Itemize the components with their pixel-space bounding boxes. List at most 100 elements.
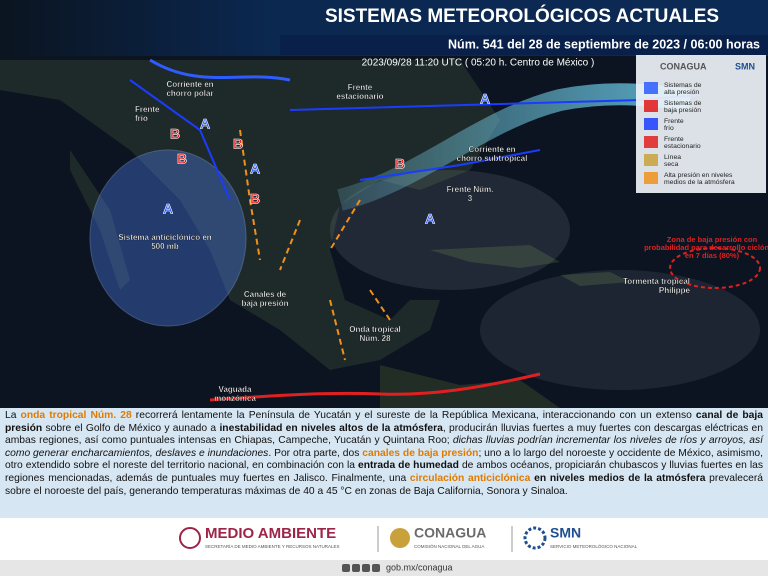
legend-logo: CONAGUA (660, 61, 707, 71)
footer-logo: SMN (550, 525, 581, 541)
map-label-line: chorro polar (166, 89, 213, 98)
text-segment: prevalecerá sobre el noroeste del país, … (5, 472, 763, 497)
text-segment: de ambos océanos, propiciarán chubascos … (5, 460, 764, 484)
clouds (480, 270, 760, 390)
legend-item-line: Frente (664, 136, 684, 143)
legend-item-line: Sistemas de (664, 82, 702, 89)
map-label: Corriente en chorro polar (166, 80, 213, 98)
map-label-line: 500 mb (151, 242, 179, 251)
map-label-line: Vaguada (219, 385, 252, 394)
alert-label: Zona de baja presión con probabilidad par… (644, 235, 768, 260)
text-segment: onda tropical Núm. 28 (20, 410, 132, 421)
legend-item-line: baja presión (664, 107, 701, 114)
text-background (0, 408, 768, 518)
land (0, 60, 500, 370)
text-segment: circulación anticiclónica (409, 472, 531, 484)
legend-item: Frente estacionario (664, 136, 701, 150)
trough (239, 129, 391, 361)
map-label-line: Canales de (244, 290, 287, 299)
map-label: Frente Núm. 3 (447, 185, 494, 203)
map-label: Canales de baja presión (241, 290, 288, 308)
pressure-center: B (233, 136, 243, 152)
legend-item-line: medios de la atmósfera (664, 179, 735, 186)
map-label-line: chorro subtropical (457, 154, 528, 163)
anticyclone (89, 149, 247, 327)
legend-symbol (644, 172, 658, 184)
pressure-center: B (170, 126, 180, 142)
text-segment: en niveles medios de la atmósfera (530, 472, 706, 484)
footer-logo: MEDIO AMBIENTE (205, 525, 336, 542)
pressure-center: B (250, 191, 260, 207)
pressure-center: A (425, 211, 435, 227)
map-label-line: Onda tropical (349, 325, 401, 334)
pressure-center: B (395, 156, 405, 172)
footer-logo: CONAGUA (414, 525, 486, 541)
map-label: Frente estacionario (336, 83, 383, 101)
footer: gob.mx/conagua MEDIO AMBIENTESECRETARÍA … (0, 518, 768, 576)
pressure-center: A (200, 116, 210, 132)
map-label-line: Frente (348, 83, 373, 92)
map-label-line: Frente Núm. (447, 185, 494, 194)
social-icons (342, 564, 380, 572)
map-label-line: Philippe (659, 286, 691, 295)
forecast-text: La onda tropical Núm. 28 recorrerá lenta… (5, 410, 763, 516)
pressure-center: A (480, 91, 490, 107)
pressure-center: A (250, 161, 260, 177)
timestamp: 2023/09/28 11:20 UTC ( 05:20 h. Centro d… (362, 58, 595, 69)
text-segment: canal de baja presión (5, 410, 763, 434)
footer-caption: SECRETARÍA DE MEDIO AMBIENTE Y RECURSOS … (205, 543, 339, 549)
subtitle-band (280, 35, 768, 55)
monsoon-trough (209, 372, 541, 402)
legend-item-line: Frente (664, 118, 684, 125)
alert-line: en 7 días (80%) (685, 251, 740, 260)
map-label-line: Corriente en (166, 80, 213, 89)
map-label: Corriente en chorro subtropical (457, 145, 528, 163)
smn-icon (523, 526, 547, 550)
legend-item: Sistemas de baja presión (664, 100, 702, 114)
text-segment: ; uno a lo largo del noroeste y occident… (5, 447, 763, 472)
subtitle: Núm. 541 del 28 de septiembre de 2023 / … (448, 37, 760, 51)
legend-symbol (644, 136, 658, 148)
land (70, 150, 130, 290)
map-label-line: Tormenta tropical (623, 277, 690, 286)
map-label-line: estacionario (336, 92, 383, 101)
text-segment: sobre el Golfo de México y aunado a (42, 422, 220, 434)
map-label-line: 3 (468, 194, 473, 203)
text-segment: dichas lluvias podrían incrementar los n… (5, 435, 764, 459)
footer-caption: SERVICIO METEOROLÓGICO NACIONAL (550, 543, 638, 549)
legend-item-line: alta presión (664, 89, 699, 96)
legend-item-line: frío (664, 125, 674, 132)
text-segment: recorrerá lentamente la Península de Yuc… (131, 410, 696, 421)
legend-item: Línea seca (664, 154, 681, 168)
legend-item-line: Sistemas de (664, 100, 702, 107)
alert-line: probabilidad para desarrollo ciclónico (644, 243, 768, 252)
legend-symbol (644, 154, 658, 166)
legend-item: Alta presión en niveles medios de la atmó… (664, 172, 735, 186)
map-label: Onda tropical Núm. 28 (349, 325, 401, 343)
land (430, 245, 630, 286)
conagua-icon (390, 528, 410, 548)
footer-caption: COMISIÓN NACIONAL DEL AGUA (414, 543, 484, 549)
map-label-line: Núm. 28 (359, 334, 391, 343)
low-zone (669, 247, 761, 289)
map-label: Tormenta tropical Philippe (623, 277, 691, 295)
map-label-line: Corriente en (468, 145, 515, 154)
map-label-line: baja presión (241, 299, 288, 308)
text-segment: . Por otra parte, dos (268, 447, 363, 459)
map-label: Sistema anticiclónico en 500 mb (118, 233, 211, 251)
text-segment: La (5, 410, 21, 421)
legend-item-line: seca (664, 161, 679, 168)
title: SISTEMAS METEOROLÓGICOS ACTUALES (325, 5, 719, 27)
text-segment: , producirán lluvias fuertes a muy fuert… (5, 422, 763, 447)
map: SISTEMAS METEOROLÓGICOS ACTUALES Núm. 54… (0, 0, 768, 408)
legend-item-line: estacionario (664, 143, 701, 150)
legend-item: Frente frío (664, 118, 684, 132)
legend-symbol (644, 100, 658, 112)
legend-logo: SMN (735, 61, 755, 71)
emblem (179, 527, 201, 549)
map-label: Frente frío (135, 105, 160, 123)
legend-item-line: Línea (664, 154, 681, 161)
legend-symbol (644, 118, 658, 130)
url: gob.mx/conagua (386, 562, 453, 572)
